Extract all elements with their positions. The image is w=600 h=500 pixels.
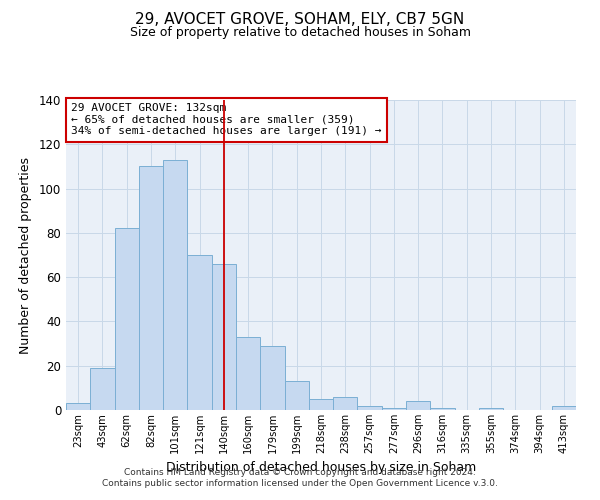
Bar	[163, 160, 187, 410]
Bar	[406, 401, 430, 410]
Bar	[382, 408, 406, 410]
Bar	[479, 408, 503, 410]
Text: Size of property relative to detached houses in Soham: Size of property relative to detached ho…	[130, 26, 470, 39]
Bar	[260, 346, 284, 410]
Text: 29, AVOCET GROVE, SOHAM, ELY, CB7 5GN: 29, AVOCET GROVE, SOHAM, ELY, CB7 5GN	[136, 12, 464, 28]
Bar	[115, 228, 139, 410]
Bar	[552, 406, 576, 410]
Bar	[90, 368, 115, 410]
Bar	[430, 408, 455, 410]
Bar	[139, 166, 163, 410]
Text: Contains HM Land Registry data © Crown copyright and database right 2024.
Contai: Contains HM Land Registry data © Crown c…	[102, 468, 498, 487]
Bar	[358, 406, 382, 410]
Bar	[284, 381, 309, 410]
Text: 29 AVOCET GROVE: 132sqm
← 65% of detached houses are smaller (359)
34% of semi-d: 29 AVOCET GROVE: 132sqm ← 65% of detache…	[71, 103, 382, 136]
Bar	[187, 255, 212, 410]
Bar	[66, 404, 90, 410]
Bar	[212, 264, 236, 410]
Bar	[333, 396, 358, 410]
X-axis label: Distribution of detached houses by size in Soham: Distribution of detached houses by size …	[166, 462, 476, 474]
Bar	[236, 337, 260, 410]
Bar	[309, 399, 333, 410]
Y-axis label: Number of detached properties: Number of detached properties	[19, 156, 32, 354]
